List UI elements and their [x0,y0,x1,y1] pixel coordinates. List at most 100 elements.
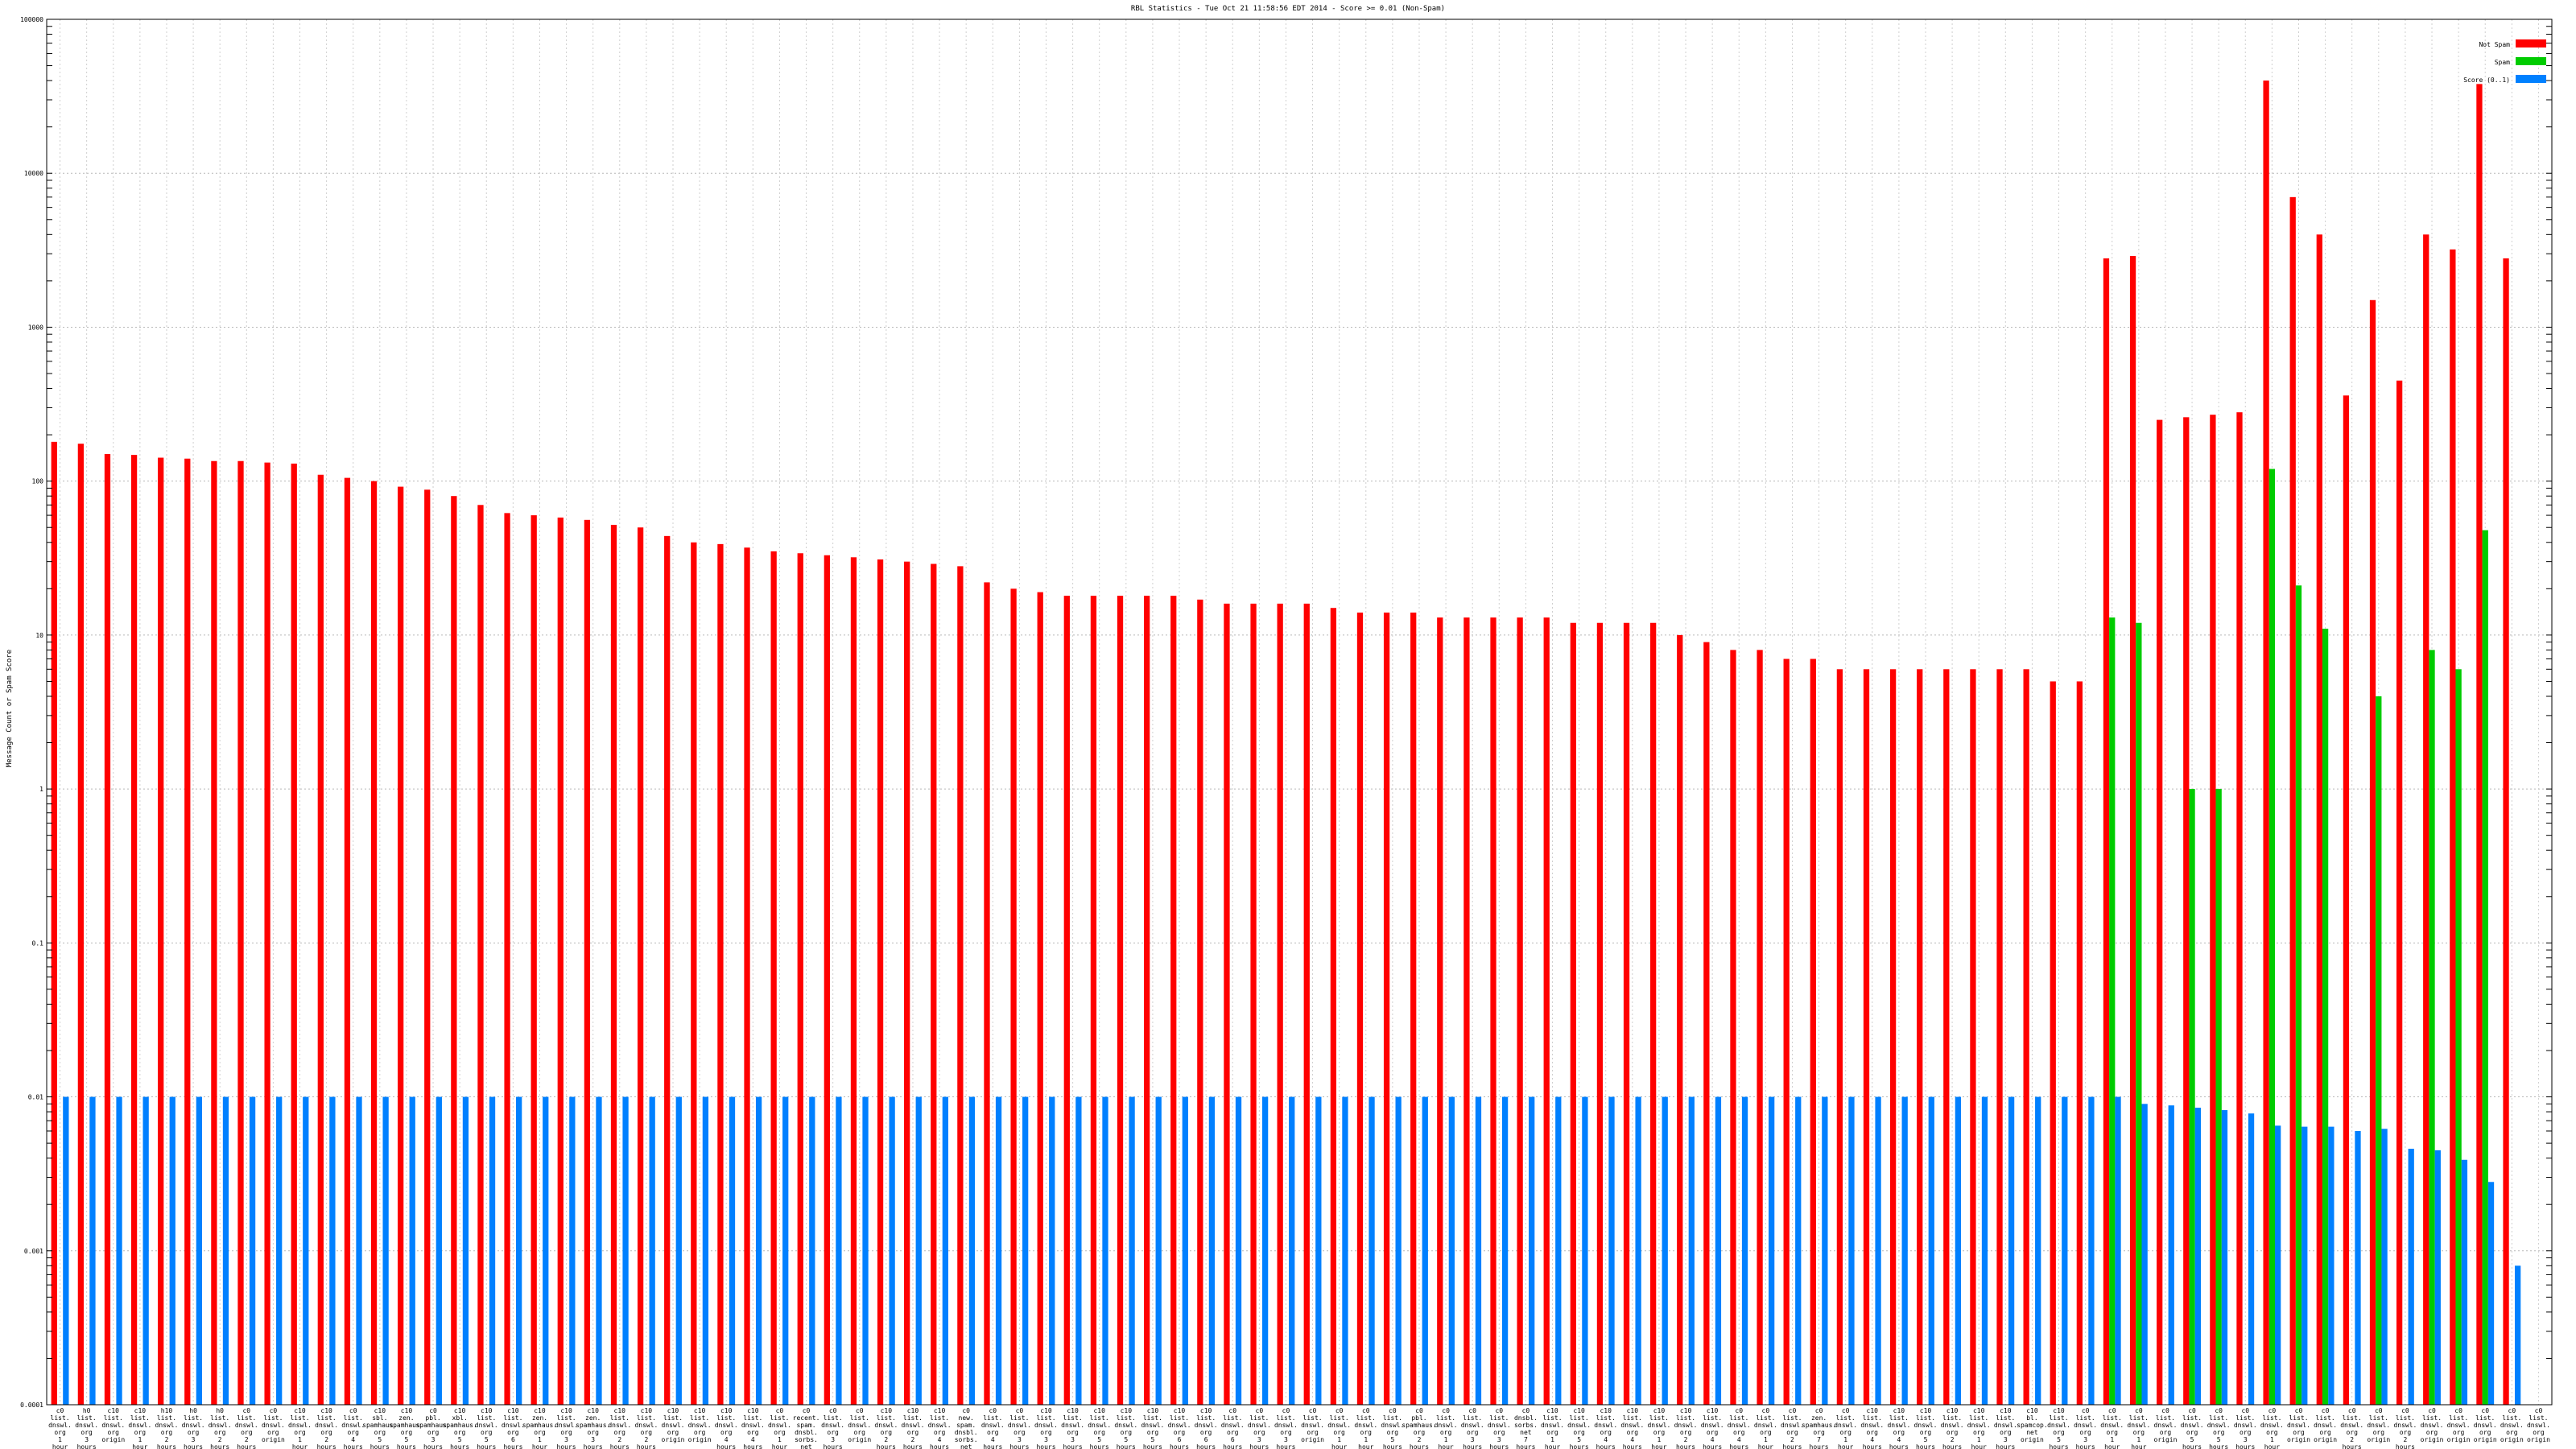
y-tick-label: 0.01 [28,1094,43,1101]
x-tick-label: c10 list. dnswl. org 5 hours [1088,1407,1111,1449]
bar-score [1448,1096,1455,1405]
bar-score [782,1096,789,1405]
x-tick-label: c10 list. dnswl. org 1 hour [128,1407,151,1449]
bar-not-spam [1490,617,1496,1405]
bar-score [1342,1096,1348,1405]
bar-score [2141,1104,2148,1405]
bar-score [169,1096,175,1405]
x-tick-label: c0 list. dnswl. org origin [2447,1407,2471,1443]
x-tick-label: c0 list. dnswl. org 2 hours [1781,1407,1804,1449]
y-tick-label: 1 [39,786,43,793]
bar-not-spam [1917,669,1923,1405]
bar-score [2088,1096,2095,1405]
x-tick-label: c0 list. dnswl. org origin [2367,1407,2390,1443]
x-tick-label: c0 list. dnswl. org origin [2154,1407,2178,1443]
bar-not-spam [2450,249,2456,1406]
x-tick-label: c0 list. dnswl. org 6 hours [1221,1407,1245,1449]
bar-not-spam [1596,622,1604,1405]
x-tick-label: c0 list. dnswl. org 4 hours [341,1407,365,1449]
bar-score [89,1096,96,1405]
x-tick-label: c10 list. dnswl. org origin [662,1407,685,1443]
bar-spam [2376,696,2382,1405]
bar-score [1235,1096,1242,1405]
bar-not-spam [2343,395,2350,1405]
bar-score [1715,1096,1722,1405]
bar-score [1129,1096,1135,1405]
bar-score [889,1096,895,1405]
bar-not-spam [530,515,537,1405]
bar-score [1769,1096,1775,1405]
bar-spam [2215,789,2222,1405]
x-tick-label: c0 dnsbl. sorbs. net 7 hours [1514,1407,1538,1449]
y-tick-label: 1000 [28,324,43,331]
bar-score [2487,1182,2495,1405]
bar-score [196,1096,203,1405]
bar-score [1395,1096,1402,1405]
bar-not-spam [824,555,830,1405]
bar-score [2221,1110,2228,1405]
bar-score [2355,1130,2361,1405]
x-tick-label: h0 list. dnswl. org 3 hours [75,1407,98,1449]
x-tick-label: c0 list. dnswl. org 1 hour [1754,1407,1777,1449]
bar-spam [2429,650,2435,1405]
bar-not-spam [1810,658,1816,1405]
bar-not-spam [398,486,404,1405]
x-tick-label: c0 list. dnswl. org 1 hour [2260,1407,2284,1449]
x-tick-label: c10 zen. spamhaus. org 5 hours [389,1407,423,1449]
x-tick-label: c0 list. dnswl. org 1 hour [1435,1407,1458,1449]
y-tick-label: 0.0001 [20,1402,43,1409]
bar-not-spam [1330,608,1337,1405]
bar-not-spam [1063,596,1070,1405]
bar-score [836,1096,842,1405]
bar-not-spam [2023,669,2029,1405]
bar-score [63,1096,69,1405]
x-tick-label: c0 list. dnswl. org origin [2287,1407,2310,1443]
bar-score [1075,1096,1082,1405]
bar-score [1155,1096,1162,1405]
bar-score [1635,1096,1641,1405]
bar-score [1555,1096,1562,1405]
x-tick-label: c0 list. dnswl. org origin [1301,1407,1324,1443]
x-tick-label: c10 list. dnswl. org 5 hours [1567,1407,1591,1449]
bar-spam [2482,530,2488,1406]
bar-score [1501,1096,1509,1405]
bar-score [543,1096,549,1405]
x-tick-label: c10 list. dnswl. org 1 hour [1967,1407,1991,1449]
bar-not-spam [2236,412,2243,1405]
bar-not-spam [1677,634,1683,1405]
x-tick-label: c0 list. dnswl. org 3 hours [1248,1407,1271,1449]
x-tick-label: c10 list. dnswl. org origin [688,1407,712,1443]
x-tick-label: c0 list. dnswl. org 2 hours [235,1407,258,1449]
x-tick-label: c10 list. dnswl. org 3 hours [1061,1407,1084,1449]
x-tick-label: c10 list. dnswl. org 2 hours [874,1407,898,1449]
bar-not-spam [1943,669,1950,1405]
x-tick-label: c10 list. dnswl. org 5 hours [475,1407,498,1449]
bar-score [1208,1096,1216,1405]
x-tick-label: c0 zen. spamhaus. org 7 hours [1802,1407,1836,1449]
bar-not-spam [1224,603,1230,1405]
bar-not-spam [2396,380,2403,1405]
x-tick-label: c10 list. dnswl. org 5 hours [1141,1407,1164,1449]
x-tick-label: c10 zen. spamhaus. org 3 hours [576,1407,610,1449]
grid [47,19,2552,1406]
bar-score [2301,1126,2308,1405]
bar-score [1662,1096,1668,1405]
bar-not-spam [931,564,937,1405]
x-tick-label: c10 zen. spamhaus. org 1 hour [522,1407,557,1449]
y-tick-label: 0.001 [24,1248,43,1255]
bar-not-spam [1996,669,2003,1405]
bar-not-spam [2476,84,2483,1405]
bar-not-spam [1143,596,1150,1405]
bar-not-spam [317,474,324,1405]
bar-not-spam [291,463,297,1405]
bar-not-spam [904,561,910,1405]
bar-score [649,1096,655,1405]
x-tick-label: c0 list. dnswl. org origin [2527,1407,2550,1443]
bars [51,80,2521,1406]
x-tick-label: c10 sbl. spamhaus. org 5 hours [362,1407,397,1449]
bar-not-spam [877,559,884,1405]
bar-score [516,1096,522,1405]
x-tick-label: c0 list. dnswl. org origin [2474,1407,2497,1443]
bar-score [462,1096,469,1405]
